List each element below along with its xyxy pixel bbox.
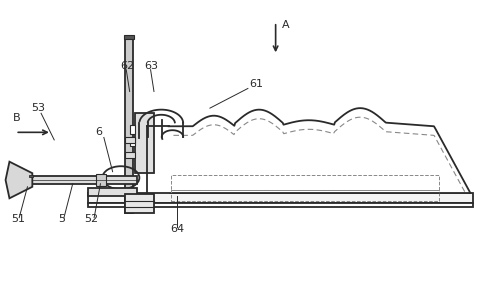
Bar <box>125 37 133 212</box>
Polygon shape <box>5 162 32 198</box>
Bar <box>88 203 473 207</box>
Bar <box>171 175 439 190</box>
Text: 64: 64 <box>170 224 184 234</box>
Text: 51: 51 <box>11 214 25 224</box>
Bar <box>136 113 154 173</box>
Text: 52: 52 <box>84 214 99 224</box>
Text: 53: 53 <box>31 103 45 113</box>
Bar <box>88 188 137 196</box>
Bar <box>125 137 136 143</box>
Bar <box>124 35 134 39</box>
Bar <box>96 174 106 186</box>
Text: 6: 6 <box>96 127 102 137</box>
Bar <box>29 175 33 178</box>
Text: A: A <box>282 20 289 30</box>
Text: 63: 63 <box>145 61 159 71</box>
Text: 5: 5 <box>58 214 65 224</box>
Text: B: B <box>13 113 20 123</box>
Bar <box>32 176 137 184</box>
Bar <box>125 152 136 158</box>
Text: 62: 62 <box>120 61 134 71</box>
Bar <box>130 125 136 134</box>
Bar <box>88 193 473 203</box>
Bar <box>125 194 154 212</box>
Bar <box>130 137 136 146</box>
Text: 61: 61 <box>249 79 263 89</box>
Bar <box>171 190 439 201</box>
